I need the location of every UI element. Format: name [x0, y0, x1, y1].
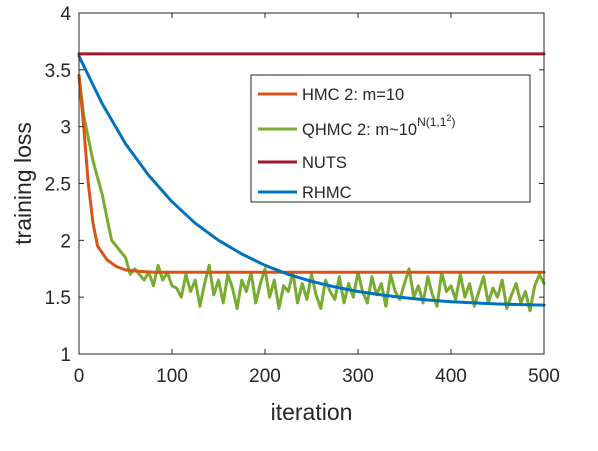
- y-tick-label: 3: [60, 118, 71, 139]
- y-tick-label: 1: [60, 345, 71, 366]
- y-tick-label: 3.5: [45, 61, 71, 82]
- legend-box: [250, 74, 531, 203]
- legend-items: HMC 2: m=10 QHMC 2: m~10N(1,12) NUTS RHMC: [258, 86, 455, 202]
- x-tick-label: 100: [156, 366, 188, 387]
- y-tick-label: 2.5: [45, 175, 71, 196]
- x-tick-label: 400: [435, 366, 467, 387]
- y-axis-label: training loss: [10, 122, 36, 245]
- x-tick-label: 500: [528, 366, 560, 387]
- y-tick-label: 4: [60, 4, 71, 25]
- y-tick-label: 2: [60, 231, 71, 252]
- x-tick-label: 300: [342, 366, 374, 387]
- legend-superscript: N(1,1: [417, 115, 447, 129]
- legend-label-text: RHMC: [302, 184, 352, 202]
- series-line-0: [77, 74, 546, 274]
- legend-label-1: QHMC 2: m~10N(1,12): [302, 113, 455, 139]
- legend-label-text: QHMC 2: m~10: [302, 121, 417, 139]
- legend-label-text: NUTS: [302, 154, 347, 172]
- legend: HMC 2: m=10 QHMC 2: m~10N(1,12) NUTS RHMC: [250, 74, 531, 203]
- series-layer: [77, 52, 546, 313]
- ticks-layer: 0 100 200 300 400 500 1 1.5 2 2.5 3 3.5 4: [45, 4, 560, 387]
- x-tick-label: 200: [249, 366, 281, 387]
- y-tick-label: 1.5: [45, 288, 71, 309]
- legend-label-2: NUTS: [302, 154, 347, 172]
- x-tick-label: 0: [74, 366, 85, 387]
- series-line-3: [77, 54, 546, 307]
- legend-label-0: HMC 2: m=10: [302, 86, 404, 104]
- legend-superscript-power: 2: [446, 113, 451, 123]
- legend-superscript-close: ): [451, 115, 455, 129]
- legend-label-text: HMC 2: m=10: [302, 86, 404, 104]
- x-axis-label: iteration: [271, 399, 353, 425]
- legend-label-3: RHMC: [302, 184, 352, 202]
